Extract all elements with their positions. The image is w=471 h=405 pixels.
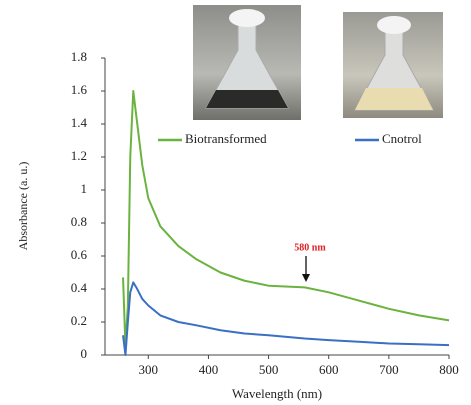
- annotation-arrowhead: [302, 274, 310, 282]
- series-line: [123, 282, 449, 355]
- x-axis-title: Wavelength (nm): [232, 386, 322, 401]
- x-tick-label: 700: [379, 362, 399, 377]
- y-tick-label: 1: [81, 181, 88, 196]
- y-tick-label: 0: [81, 346, 88, 361]
- photo-biotransformed: [193, 5, 301, 120]
- x-tick-label: 500: [259, 362, 279, 377]
- y-axis-title: Absorbance (a. u.): [16, 162, 30, 251]
- y-tick-label: 1.4: [71, 115, 88, 130]
- y-tick-label: 0.8: [71, 214, 87, 229]
- y-tick-label: 1.2: [71, 148, 87, 163]
- x-tick-label: 600: [319, 362, 339, 377]
- chart: 580 nm Wavelength (nm) Absorbance (a. u.…: [0, 0, 471, 405]
- x-tick-label: 400: [199, 362, 219, 377]
- annotation: 580 nm: [294, 242, 326, 253]
- y-tick-label: 1.8: [71, 49, 87, 64]
- legend-label: Biotransformed: [185, 131, 267, 146]
- y-tick-label: 1.6: [71, 82, 88, 97]
- x-tick-label: 800: [439, 362, 459, 377]
- y-tick-label: 0.4: [71, 280, 88, 295]
- y-tick-label: 0.2: [71, 313, 87, 328]
- y-tick-label: 0.6: [71, 247, 88, 262]
- x-tick-label: 300: [139, 362, 159, 377]
- photo-control: [343, 12, 443, 118]
- legend-label: Cnotrol: [382, 131, 422, 146]
- series-line: [123, 91, 449, 347]
